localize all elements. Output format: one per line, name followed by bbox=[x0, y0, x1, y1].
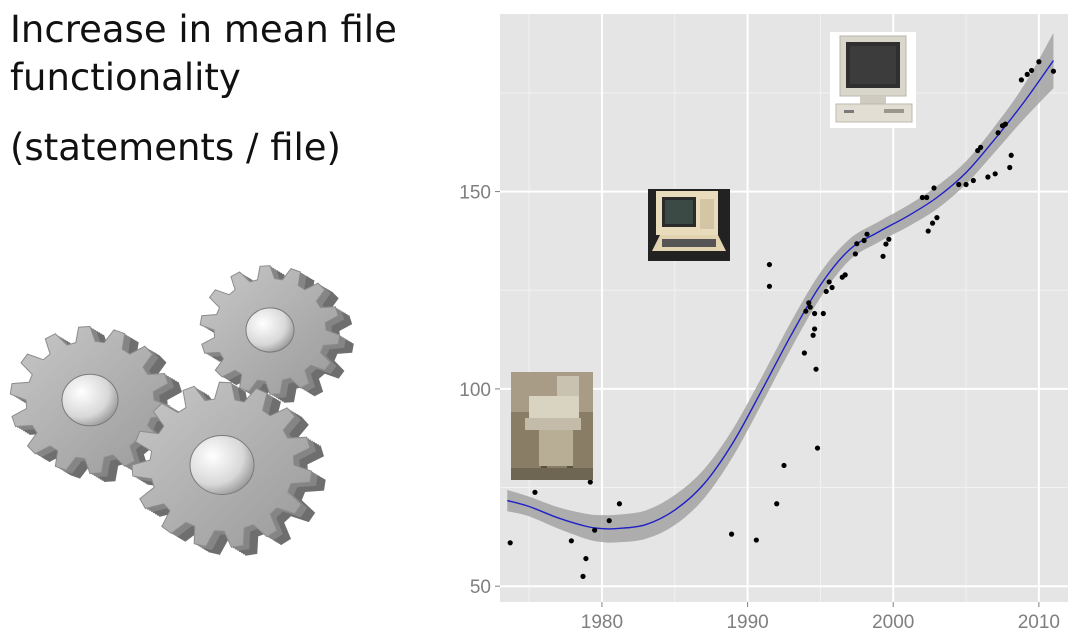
gear-front bbox=[131, 381, 326, 556]
data-point bbox=[992, 171, 998, 177]
title-line-2: functionality bbox=[10, 56, 241, 99]
data-point bbox=[532, 489, 538, 495]
data-point bbox=[1036, 59, 1042, 65]
data-point bbox=[587, 479, 593, 485]
y-tick-label: 150 bbox=[459, 183, 491, 204]
data-point bbox=[919, 194, 925, 201]
plot-panel bbox=[500, 14, 1068, 602]
data-point bbox=[956, 181, 962, 188]
data-point bbox=[852, 251, 858, 257]
title: Increase in mean file functionality bbox=[10, 6, 430, 102]
data-point bbox=[864, 231, 870, 237]
y-tick-label: 100 bbox=[459, 380, 491, 401]
data-point bbox=[753, 537, 759, 543]
title-line-1: Increase in mean file bbox=[10, 8, 397, 51]
data-point bbox=[1007, 164, 1013, 171]
y-tick-label: 50 bbox=[470, 577, 491, 598]
data-point bbox=[826, 279, 832, 285]
data-points bbox=[507, 59, 1057, 579]
data-point bbox=[963, 181, 969, 188]
x-tick-label: 2000 bbox=[872, 612, 914, 633]
data-point bbox=[568, 538, 574, 544]
x-tick-label: 2010 bbox=[1018, 612, 1060, 633]
data-point bbox=[842, 272, 848, 278]
data-point bbox=[820, 310, 826, 317]
data-point bbox=[829, 284, 835, 291]
data-point bbox=[616, 501, 623, 507]
data-point bbox=[807, 304, 813, 310]
data-point bbox=[766, 283, 773, 289]
gear-small bbox=[199, 265, 354, 403]
data-point bbox=[774, 501, 780, 507]
data-point bbox=[854, 241, 860, 247]
data-point bbox=[886, 236, 892, 242]
data-point bbox=[781, 462, 787, 469]
data-point bbox=[995, 130, 1001, 136]
data-point bbox=[814, 445, 821, 451]
data-point bbox=[823, 288, 829, 295]
data-point bbox=[970, 177, 976, 184]
data-point bbox=[580, 573, 586, 579]
data-point bbox=[592, 527, 598, 533]
data-point bbox=[861, 237, 867, 244]
data-point bbox=[1050, 68, 1057, 74]
data-point bbox=[934, 215, 940, 221]
data-point bbox=[606, 518, 612, 524]
data-point bbox=[810, 332, 816, 338]
data-point bbox=[1008, 152, 1014, 158]
data-point bbox=[880, 253, 886, 259]
data-point bbox=[583, 555, 589, 562]
data-point bbox=[1018, 77, 1024, 83]
y-axis-ticks: 50 100 150 bbox=[459, 183, 500, 598]
data-point bbox=[978, 144, 984, 150]
data-point bbox=[507, 540, 513, 546]
data-point bbox=[883, 241, 889, 247]
data-point bbox=[801, 350, 807, 356]
data-point bbox=[811, 310, 818, 317]
data-point bbox=[813, 366, 819, 372]
data-point bbox=[803, 308, 809, 314]
x-tick-label: 1980 bbox=[581, 612, 623, 633]
data-point bbox=[1024, 71, 1030, 77]
data-point bbox=[806, 300, 812, 306]
gears-icon bbox=[9, 265, 354, 556]
data-point bbox=[985, 174, 991, 180]
data-point bbox=[931, 185, 937, 191]
data-point bbox=[929, 220, 936, 226]
desktop-computer-icon bbox=[830, 32, 916, 128]
data-point bbox=[924, 194, 930, 201]
data-point bbox=[728, 531, 735, 537]
teletype-terminal-icon bbox=[511, 372, 593, 480]
data-point bbox=[925, 228, 931, 234]
data-point bbox=[811, 326, 818, 332]
subtitle: (statements / file) bbox=[10, 126, 341, 169]
x-tick-label: 1990 bbox=[726, 612, 768, 633]
data-point bbox=[1028, 67, 1035, 74]
data-point bbox=[766, 261, 773, 268]
data-point bbox=[1002, 121, 1008, 127]
smooth-line bbox=[507, 60, 1055, 530]
video-terminal-icon bbox=[648, 189, 730, 261]
x-axis-ticks: 1980 1990 2000 2010 bbox=[581, 602, 1060, 633]
